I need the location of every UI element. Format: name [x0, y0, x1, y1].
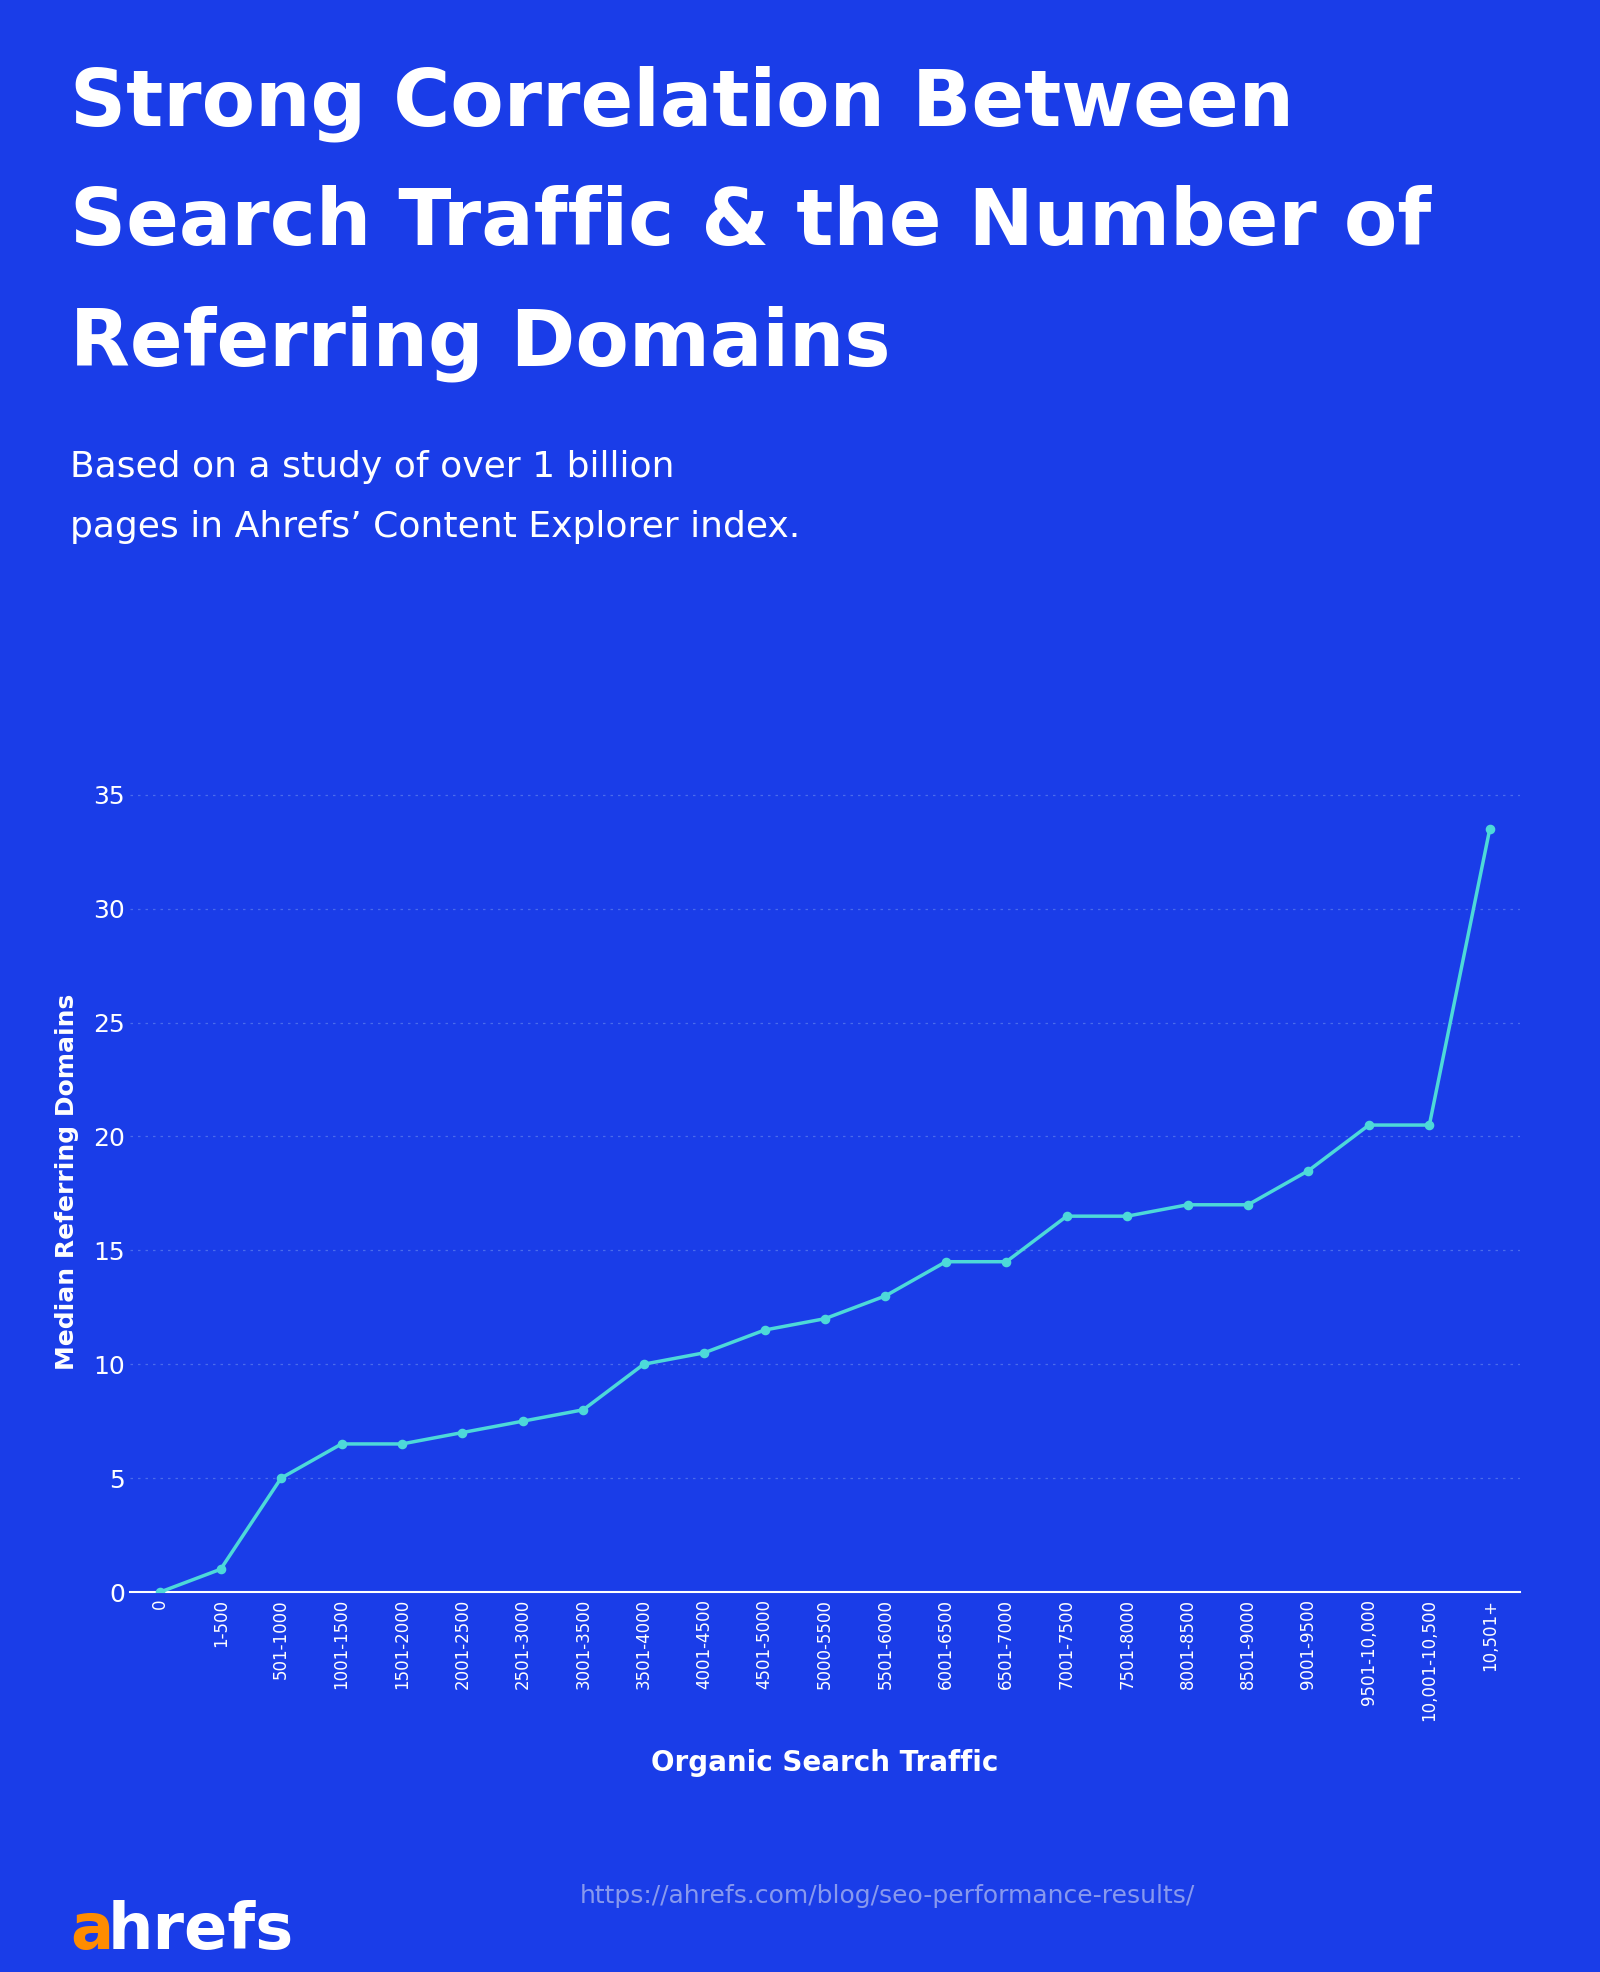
Text: hrefs: hrefs	[109, 1899, 294, 1962]
Point	[510, 1406, 536, 1438]
Point	[1054, 1201, 1080, 1232]
Point	[813, 1303, 838, 1335]
Text: Based on a study of over 1 billion: Based on a study of over 1 billion	[70, 450, 675, 483]
X-axis label: Organic Search Traffic: Organic Search Traffic	[651, 1749, 998, 1777]
Point	[1477, 812, 1502, 844]
Point	[571, 1394, 597, 1426]
Y-axis label: Median Referring Domains: Median Referring Domains	[56, 994, 80, 1371]
Point	[752, 1313, 778, 1345]
Point	[1235, 1189, 1261, 1221]
Point	[630, 1349, 656, 1380]
Point	[1296, 1156, 1322, 1187]
Point	[208, 1554, 234, 1585]
Point	[389, 1428, 414, 1459]
Text: a: a	[70, 1899, 114, 1962]
Point	[1416, 1110, 1442, 1142]
Point	[1357, 1110, 1382, 1142]
Point	[1174, 1189, 1200, 1221]
Point	[691, 1337, 717, 1369]
Text: Strong Correlation Between: Strong Correlation Between	[70, 65, 1294, 142]
Point	[1114, 1201, 1139, 1232]
Point	[994, 1246, 1019, 1278]
Point	[933, 1246, 958, 1278]
Text: https://ahrefs.com/blog/seo-performance-results/: https://ahrefs.com/blog/seo-performance-…	[579, 1883, 1195, 1909]
Point	[269, 1463, 294, 1495]
Point	[872, 1280, 898, 1311]
Point	[147, 1576, 173, 1607]
Text: Search Traffic & the Number of: Search Traffic & the Number of	[70, 185, 1432, 260]
Point	[450, 1416, 475, 1447]
Text: pages in Ahrefs’ Content Explorer index.: pages in Ahrefs’ Content Explorer index.	[70, 511, 800, 544]
Text: Referring Domains: Referring Domains	[70, 306, 891, 381]
Point	[328, 1428, 354, 1459]
